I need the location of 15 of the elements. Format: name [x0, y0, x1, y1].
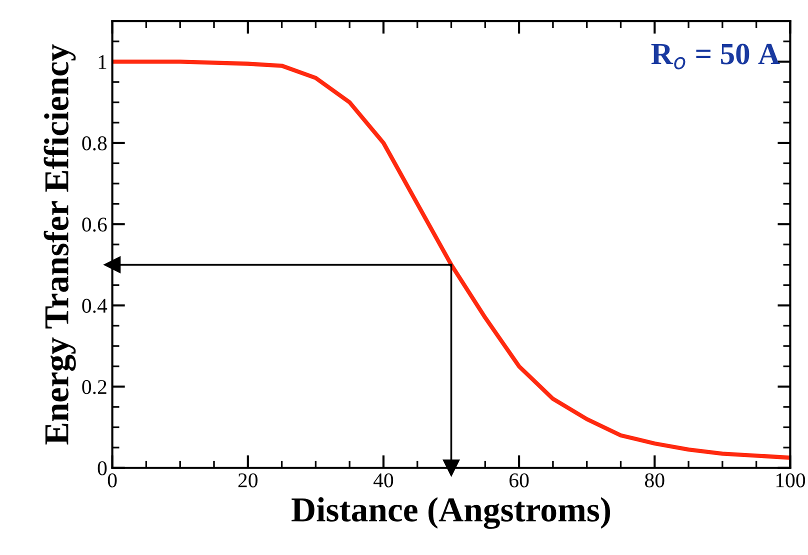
- x-tick-label: 40: [373, 473, 394, 488]
- x-tick-label: 0: [108, 473, 117, 488]
- y-tick-label: 0.4: [82, 298, 108, 313]
- y-axis-title: Energy Transfer Efficiency: [44, 44, 76, 445]
- y-tick-label: 1: [98, 55, 106, 69]
- x-tick-label: 20: [238, 473, 258, 488]
- y-tick-label: 0.8: [82, 136, 107, 150]
- y-tick-label: 0.2: [82, 380, 106, 394]
- y-tick-label: 0: [98, 461, 107, 476]
- x-tick-label: 60: [510, 473, 529, 488]
- x-tick-label: 100: [776, 473, 806, 488]
- y-tick-label: 0.6: [82, 218, 107, 232]
- annotation: R$_{o}$ = 50 A: [651, 44, 780, 70]
- x-tick-label: 80: [645, 473, 664, 488]
- x-axis-title: Distance (Angstroms): [292, 497, 610, 529]
